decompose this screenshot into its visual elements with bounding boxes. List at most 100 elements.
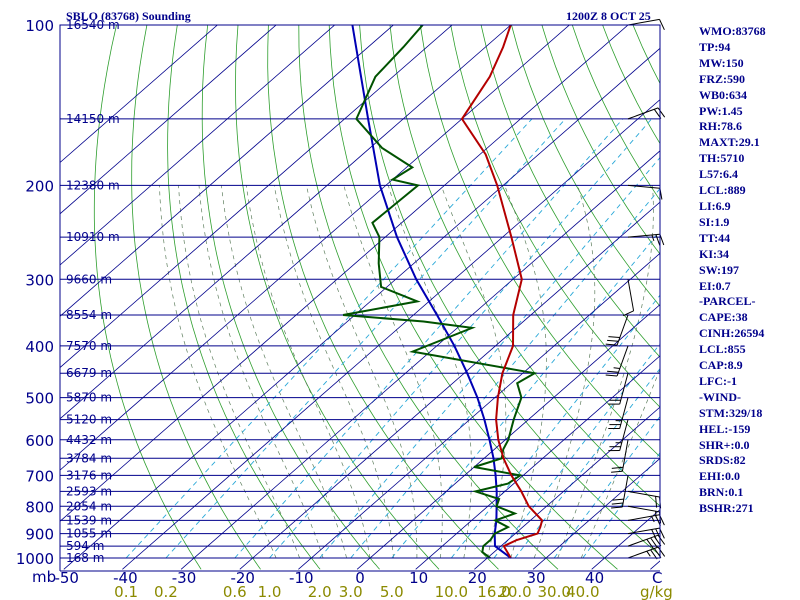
wind-barb [611, 475, 629, 509]
barb-staff [627, 505, 660, 513]
dry-adiabat [201, 25, 380, 570]
dry-adiabat [541, 25, 660, 255]
wind-barb [627, 184, 663, 200]
index-item: SI:1.9 [699, 214, 730, 229]
height-label: 9660 m [66, 272, 112, 286]
barb-flag [605, 374, 618, 377]
barb-flag [657, 534, 666, 545]
index-item: BSHR:271 [699, 501, 754, 516]
isotherm [415, 355, 660, 570]
index-item: WMO:83768 [699, 24, 766, 38]
isotherm [474, 406, 660, 570]
barb-flag [655, 496, 658, 508]
height-label: 1539 m [66, 513, 112, 527]
moist-adiabat [557, 185, 654, 559]
barb-flag [657, 107, 666, 118]
index-item: TH:5710 [699, 151, 745, 166]
moist-adiabat [580, 368, 660, 559]
mixing-ratio-label: 40.0 [566, 583, 599, 600]
barb-flag [650, 537, 658, 548]
mixing-ratio-line [319, 156, 660, 559]
isotherm [60, 25, 218, 164]
isotherm [239, 201, 660, 570]
wind-barb [627, 490, 662, 509]
dry-adiabat [328, 25, 618, 570]
mixing-ratio-label: 0.6 [223, 583, 247, 600]
mixing-ratio-line [553, 415, 660, 559]
index-item: -PARCEL- [699, 294, 756, 309]
barb-staff [621, 475, 629, 508]
isotherm [591, 509, 660, 570]
isotherm [122, 99, 660, 570]
height-label: 3176 m [66, 468, 112, 482]
index-item: EHI:0.0 [699, 469, 741, 484]
index-item: PW:1.45 [699, 103, 743, 118]
index-item: SW:197 [699, 262, 740, 277]
index-item: EI:0.7 [699, 278, 731, 293]
height-label: 5870 m [66, 391, 112, 405]
isotherm [63, 47, 660, 570]
index-item: BRN:0.1 [699, 485, 744, 500]
dewpoint-line [342, 25, 538, 559]
barb-staff [627, 18, 660, 26]
dry-adiabat [267, 25, 499, 570]
height-label: 6679 m [66, 366, 112, 380]
wind-barb [627, 18, 665, 31]
index-item: STM:329/18 [699, 405, 763, 420]
mixing-ratio-line [450, 294, 660, 559]
isotherm [298, 252, 660, 570]
dry-adiabat [480, 25, 660, 358]
dry-adiabats [93, 25, 660, 570]
wind-barb [605, 345, 629, 377]
wind-barb [627, 107, 666, 120]
barb-flag [605, 343, 618, 346]
wind-barb [627, 534, 666, 549]
isotherms [60, 25, 660, 570]
mixing-ratio-label: 3.0 [339, 583, 363, 600]
temperature-unit-label: C [652, 569, 662, 587]
temperature-tick-label: -10 [289, 569, 314, 587]
height-label: 1055 m [66, 527, 112, 541]
pressure-tick-label: 300 [25, 271, 54, 289]
dry-adiabat [235, 25, 440, 570]
temperature-tick-label: 10 [409, 569, 428, 587]
mixing-ratio-unit-label: g/kg [640, 583, 673, 600]
index-item: TP:94 [699, 39, 731, 54]
barb-flag [655, 234, 661, 246]
isotherm [60, 25, 336, 266]
temperature-tick-label: 0 [355, 569, 365, 587]
height-label: 2054 m [66, 499, 112, 513]
index-item: CINH:26594 [699, 326, 765, 341]
isotherm [60, 25, 453, 369]
dry-adiabat [450, 25, 660, 408]
mixing-ratio-label: 0.2 [154, 583, 178, 600]
barb-half-flag [651, 234, 655, 242]
mixing-ratio-label: 5.0 [380, 583, 404, 600]
mixing-ratio-line [493, 343, 660, 559]
height-label: 7570 m [66, 339, 112, 353]
barb-flag [607, 339, 619, 342]
isotherm [532, 457, 660, 570]
moist-adiabat [343, 185, 443, 559]
index-item: KI:34 [699, 246, 729, 261]
index-item: L57:6.4 [699, 167, 738, 182]
mixing-ratio-label: 20.0 [498, 583, 531, 600]
mixing-ratio-label: 10.0 [435, 583, 468, 600]
barb-staff [619, 397, 629, 429]
mixing-ratio-label: 30.0 [537, 583, 570, 600]
wind-barbs [605, 18, 666, 560]
temperature-line [460, 25, 544, 559]
barb-half-flag [646, 550, 651, 557]
temperature-tick-label: 20 [468, 569, 487, 587]
temperature-tick-label: -50 [54, 569, 79, 587]
mixing-ratio-line [269, 118, 652, 559]
temperature-tick-label: 30 [526, 569, 545, 587]
isotherm [60, 25, 277, 215]
barb-staff [627, 184, 660, 189]
index-item: WB0:634 [699, 87, 747, 102]
barb-staff [627, 107, 659, 120]
height-label: 12380 m [66, 178, 120, 192]
index-item: SHR+:0.0 [699, 437, 750, 452]
